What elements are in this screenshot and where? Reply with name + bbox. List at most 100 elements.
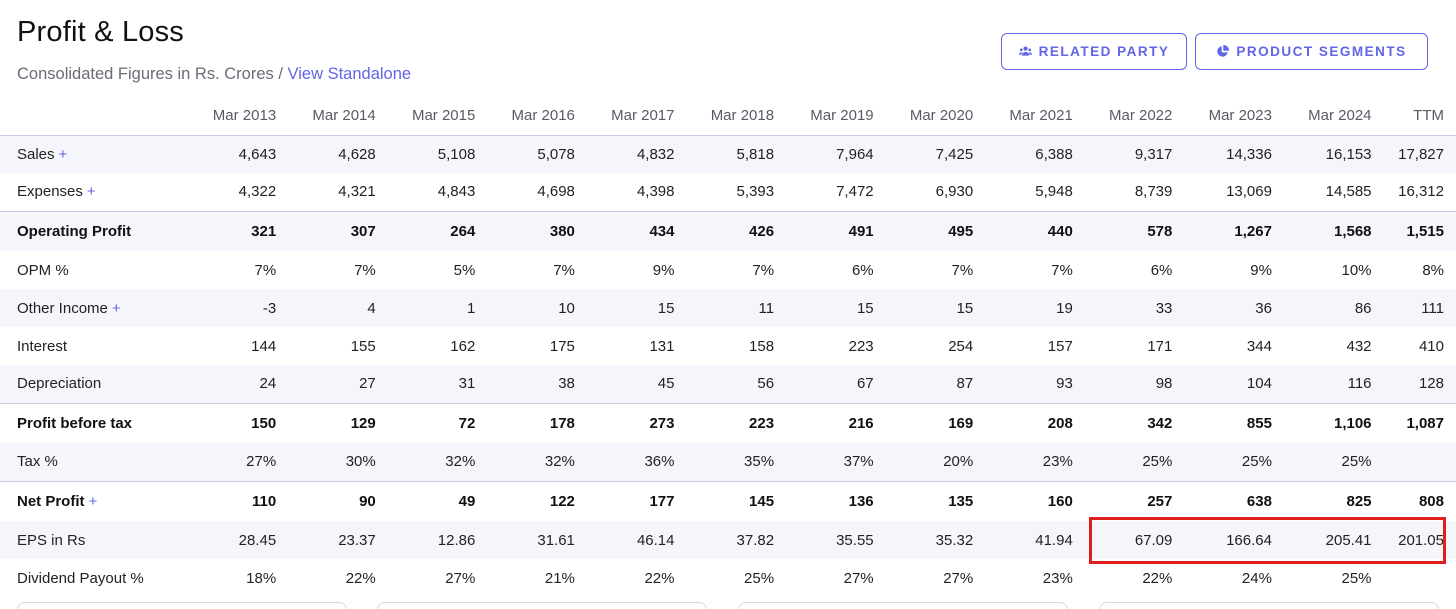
header-blank: [0, 97, 189, 136]
row-label: Operating Profit: [0, 210, 189, 251]
table-row[interactable]: Sales +4,643 4,628 5,108 5,078 4,832 5,818 7,96…: [0, 135, 1456, 173]
table-cell: 410: [1418, 337, 1444, 355]
table-cell: 254: [948, 337, 974, 355]
row-label[interactable]: Net Profit +: [0, 480, 189, 521]
expand-plus-icon[interactable]: +: [88, 492, 98, 510]
table-cell: 90: [288, 480, 388, 521]
table-row: EPS in Rs 28.45 23.37 12.86 31.61 46.14 37.82 3…: [0, 521, 1456, 559]
column-header: Mar 2014: [288, 97, 388, 136]
table-cell: 6%: [851, 261, 874, 279]
related-party-label: RELATED PARTY: [1038, 44, 1170, 59]
table-cell: 5,818: [686, 135, 787, 173]
table-cell: 157: [1047, 337, 1073, 355]
row-label[interactable]: Other Income +: [0, 289, 189, 327]
product-segments-label: PRODUCT SEGMENTS: [1236, 44, 1407, 59]
table-cell: 27%: [445, 569, 476, 587]
table-cell: 35%: [686, 443, 787, 481]
column-header: Mar 2015: [387, 97, 488, 136]
expand-plus-icon[interactable]: +: [58, 145, 68, 163]
table-cell: 15: [885, 289, 986, 327]
related-party-button[interactable]: RELATED PARTY: [1001, 33, 1187, 70]
pie-chart-icon: [1217, 45, 1230, 57]
table-cell: 45: [586, 365, 687, 403]
table-cell: 344: [1246, 337, 1272, 355]
table-cell: 110: [188, 480, 289, 521]
table-cell: 33: [1084, 289, 1185, 327]
bottom-card: [377, 602, 707, 609]
table-cell: 162: [450, 337, 476, 355]
table-cell: [1384, 559, 1456, 597]
table-cell: 7%: [752, 261, 775, 279]
table-cell: 27%: [188, 443, 289, 481]
table-cell: 35.32: [885, 521, 986, 559]
table-cell: 1,267: [1184, 210, 1284, 251]
table-cell: 5,393: [736, 183, 775, 201]
table-cell: 5,108: [387, 135, 488, 173]
table-cell: 46.14: [586, 521, 687, 559]
row-label-text: Depreciation: [17, 375, 102, 393]
table-cell: 25%: [1084, 443, 1185, 481]
table-cell: 1,568: [1283, 210, 1384, 251]
table-cell: 4,322: [238, 183, 277, 201]
table-cell: 216: [786, 402, 886, 443]
table-cell: 32%: [387, 443, 488, 481]
subtitle-text: Consolidated Figures in Rs. Crores /: [17, 65, 288, 83]
table-row: Operating Profit 321 307 264 380 434 426 491 495…: [0, 210, 1456, 251]
table-cell: 4,321: [338, 183, 376, 201]
table-cell: 175: [549, 337, 575, 355]
table-row[interactable]: Expenses +4,322 4,321 4,843 4,698 4,398 5,393 7…: [0, 173, 1456, 211]
table-cell: 7,425: [885, 135, 986, 173]
page-title: Profit & Loss: [17, 16, 184, 48]
table-cell: 18%: [246, 569, 277, 587]
row-label-text: EPS in Rs: [17, 531, 86, 549]
table-cell: 7%: [354, 261, 376, 279]
table-cell: 15: [786, 289, 886, 327]
row-label[interactable]: Sales +: [0, 135, 189, 173]
table-cell: [1383, 443, 1456, 481]
table-row: Depreciation 24 27 31 38 45 56 67 87 93 98 104 116 12…: [0, 365, 1456, 403]
table-cell: 342: [1084, 402, 1185, 443]
column-header: Mar 2022: [1084, 97, 1185, 136]
table-cell: 160: [985, 480, 1085, 521]
table-cell: 122: [487, 480, 587, 521]
table-cell: 37%: [786, 443, 886, 481]
table-cell: 855: [1184, 402, 1284, 443]
table-row: OPM % 7% 7% 5% 7% 9% 7% 6% 7% 7% 6% 9% 10% 8%: [0, 251, 1456, 289]
table-cell: 4,628: [288, 135, 388, 173]
table-cell: 4: [288, 289, 388, 327]
table-cell: 93: [985, 365, 1085, 403]
row-label[interactable]: Expenses +: [0, 173, 189, 211]
table-cell: 16,153: [1283, 135, 1384, 173]
table-cell: 129: [288, 402, 388, 443]
product-segments-button[interactable]: PRODUCT SEGMENTS: [1195, 33, 1428, 70]
table-cell: 41.94: [985, 521, 1085, 559]
table-row[interactable]: Other Income + -3 4 1 10 15 11 15 15 19 33 36 86 111: [0, 289, 1456, 327]
table-cell: 8,739: [1134, 183, 1173, 201]
table-cell: 432: [1346, 337, 1372, 355]
expand-plus-icon[interactable]: +: [111, 299, 121, 317]
view-standalone-link[interactable]: View Standalone: [287, 65, 412, 83]
table-cell: 22%: [345, 569, 376, 587]
table-cell: 440: [985, 210, 1085, 251]
table-cell: 25%: [1184, 443, 1284, 481]
table-cell: 20%: [885, 443, 986, 481]
table-cell: 136: [786, 480, 886, 521]
column-header: Mar 2019: [786, 97, 886, 136]
expand-plus-icon[interactable]: +: [86, 183, 96, 201]
bottom-card: [17, 602, 347, 609]
table-cell: 380: [487, 210, 587, 251]
table-cell: 116: [1283, 365, 1384, 403]
table-cell: 4,398: [636, 183, 675, 201]
table-cell: 201.05: [1383, 521, 1456, 559]
row-label-text: Sales: [17, 145, 55, 163]
table-cell: 426: [686, 210, 787, 251]
row-label-text: Expenses: [17, 183, 83, 201]
table-row[interactable]: Net Profit +110 90 49 122 177 145 136 135 160 257 6…: [0, 480, 1456, 521]
table-cell: 111: [1383, 289, 1456, 327]
table-cell: 37.82: [686, 521, 787, 559]
table-cell: 36%: [586, 443, 687, 481]
table-cell: 4,643: [188, 135, 289, 173]
table-cell: 155: [350, 337, 376, 355]
table-cell: 1,106: [1283, 402, 1384, 443]
bottom-card: [738, 602, 1068, 609]
